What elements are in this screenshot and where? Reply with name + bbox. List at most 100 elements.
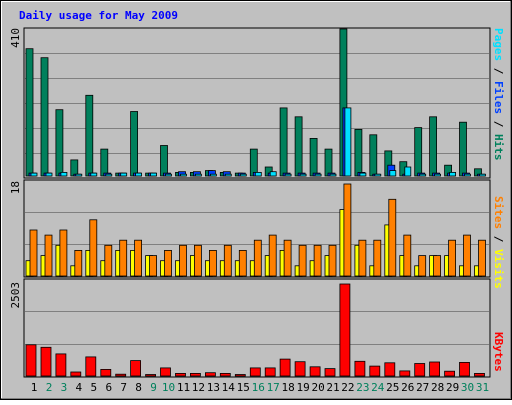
day-label: 14: [222, 381, 236, 394]
pages-bar: [254, 171, 262, 177]
hits-bar: [85, 94, 94, 177]
day-label: 25: [386, 381, 399, 394]
hits-bar: [70, 159, 79, 177]
x-axis-day-labels: 1 2 3 4 5 6 7 8 9 10 11 12 13 14 15 16 17 18 19 20 21 22 23 24 2…: [31, 381, 489, 394]
day-label: 10: [162, 381, 175, 394]
kbytes-ymax-label: 2503: [9, 282, 22, 309]
kbytes-bar: [429, 361, 441, 377]
sites-bar: [59, 229, 68, 277]
kbytes-bar: [145, 374, 157, 377]
kbytes-bar: [369, 365, 381, 377]
pages-bar: [224, 173, 232, 177]
hits-bar: [130, 111, 139, 177]
kbytes-bar: [160, 367, 171, 377]
pages-bar: [105, 173, 113, 177]
pages-bar: [120, 172, 128, 177]
day-label: 9: [150, 381, 157, 394]
sites-bar: [478, 239, 486, 277]
kbytes-bar: [354, 360, 366, 377]
pages-bar: [344, 107, 352, 177]
sites-bar: [149, 255, 158, 277]
sites-bar: [418, 255, 427, 277]
pages-bar: [165, 173, 172, 177]
hits-bar: [369, 134, 378, 177]
hits-bar: [25, 48, 34, 177]
day-label: 23: [356, 381, 369, 394]
day-label: 18: [281, 381, 294, 394]
hits-bar: [429, 116, 438, 177]
pages-bar: [374, 173, 382, 177]
hits-bar: [294, 116, 303, 177]
day-label: 21: [326, 381, 339, 394]
pages-bar: [314, 173, 322, 177]
sites-bar: [193, 244, 202, 277]
hits-bar: [324, 148, 333, 177]
sites-bar: [448, 239, 457, 277]
sites-bar: [104, 244, 113, 277]
kbytes-bar: [100, 368, 112, 377]
day-label: 26: [401, 381, 414, 394]
kbytes-bar: [474, 372, 485, 377]
day-label: 17: [267, 381, 280, 394]
sites-bar: [164, 249, 172, 277]
day-label: 22: [341, 381, 354, 394]
sites-bar: [433, 255, 442, 277]
sites-bar: [223, 244, 232, 277]
hits-ymax-label: 410: [9, 28, 22, 48]
pages-bar: [389, 170, 397, 177]
hits-bar: [459, 121, 467, 177]
sites-bar: [298, 244, 307, 277]
sites-visits-bars: [25, 183, 486, 277]
kbytes-bars: [25, 283, 485, 377]
legend-label-part: Hits: [492, 134, 505, 161]
day-label: 8: [135, 381, 142, 394]
kbytes-bar: [324, 368, 336, 377]
kbytes-bar: [309, 366, 321, 377]
kbytes-gridlines: [25, 311, 489, 345]
pages-bar: [90, 172, 98, 177]
day-label: 12: [192, 381, 205, 394]
legend-label-part: Visits: [492, 249, 505, 289]
day-label: 27: [416, 381, 429, 394]
pages-bar: [239, 173, 247, 177]
day-label: 19: [296, 381, 309, 394]
kbytes-bar: [234, 374, 246, 377]
sites-bar: [388, 198, 397, 277]
sites-bar: [134, 239, 143, 277]
kbytes-bar: [204, 372, 216, 377]
sites-bar: [44, 234, 53, 277]
sites-bar: [313, 244, 322, 277]
legend-label-part: /: [492, 229, 505, 249]
pages-bar: [479, 173, 486, 177]
pages-bar: [180, 173, 187, 177]
hits-bar: [40, 57, 49, 177]
sites-bar: [29, 229, 38, 277]
sites-bar: [253, 239, 262, 277]
chart-title: Daily usage for May 2009: [19, 9, 178, 22]
sites-bar: [179, 244, 187, 277]
kbytes-bar: [219, 372, 231, 377]
legend-label-part: Sites: [492, 196, 505, 229]
pages-bar: [30, 172, 38, 177]
pages-bar: [135, 172, 143, 177]
day-label: 31: [476, 381, 489, 394]
sites-bar: [208, 249, 217, 277]
pages-bar: [329, 173, 337, 177]
hits-bar: [414, 127, 423, 177]
pages-bar: [359, 172, 367, 177]
pages-bar: [284, 173, 292, 177]
hits-bar: [279, 107, 288, 177]
kbytes-bar: [115, 373, 127, 377]
hits-bar: [160, 145, 168, 177]
day-label: 24: [371, 381, 385, 394]
day-label: 3: [61, 381, 68, 394]
sites-bar: [268, 234, 277, 277]
pages-bar: [194, 173, 202, 177]
day-label: 15: [237, 381, 250, 394]
hits-bar: [249, 148, 258, 177]
sites-bar: [328, 244, 337, 277]
day-label: 4: [75, 381, 82, 394]
kbytes-bar: [70, 371, 82, 377]
